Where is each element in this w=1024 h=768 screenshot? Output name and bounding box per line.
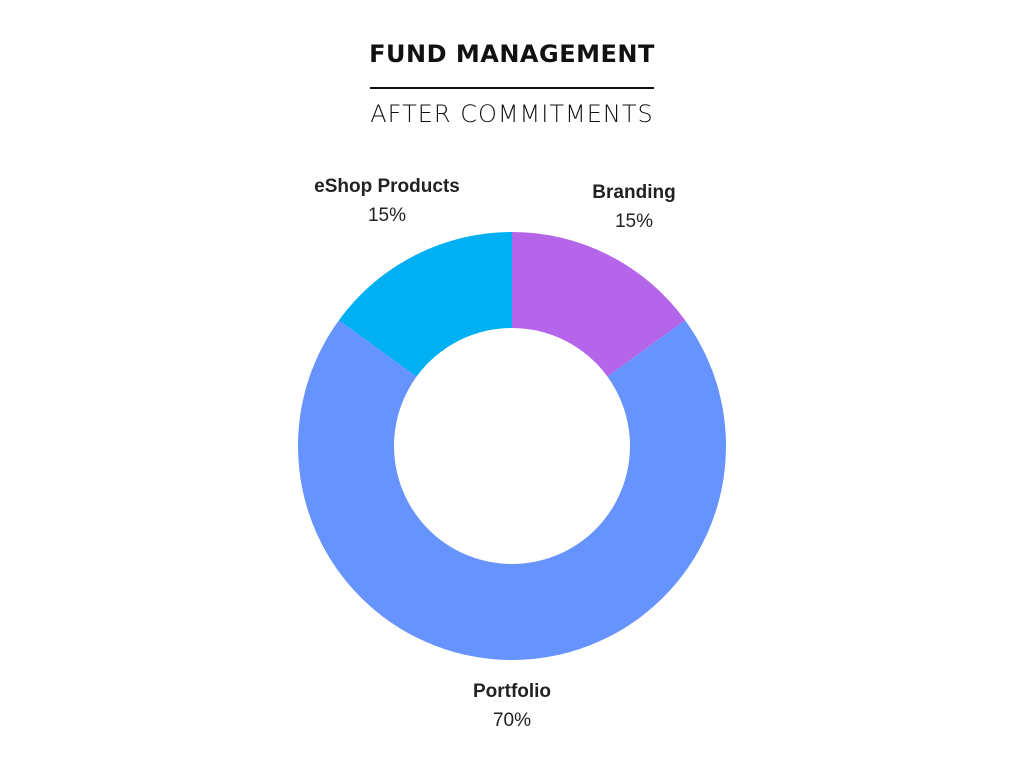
slice-value-label: 70% xyxy=(493,710,531,731)
slice-label: Branding xyxy=(592,182,675,203)
slice-labels: Branding 15% Portfolio 70% eShop Products 15% xyxy=(314,176,676,731)
donut-slice-branding xyxy=(512,232,686,377)
chart-subtitle: AFTER COMMITMENTS xyxy=(370,100,654,128)
slice-value-label: 15% xyxy=(368,205,406,226)
slice-label: Portfolio xyxy=(473,681,551,702)
slice-label: eShop Products xyxy=(314,176,460,197)
chart-title: FUND MANAGEMENT xyxy=(369,40,655,68)
donut-slice-eshop-products xyxy=(338,232,512,377)
donut-slices xyxy=(297,232,727,660)
donut-slice-portfolio xyxy=(297,320,727,660)
slice-value-label: 15% xyxy=(615,211,653,232)
title-divider xyxy=(370,87,654,89)
